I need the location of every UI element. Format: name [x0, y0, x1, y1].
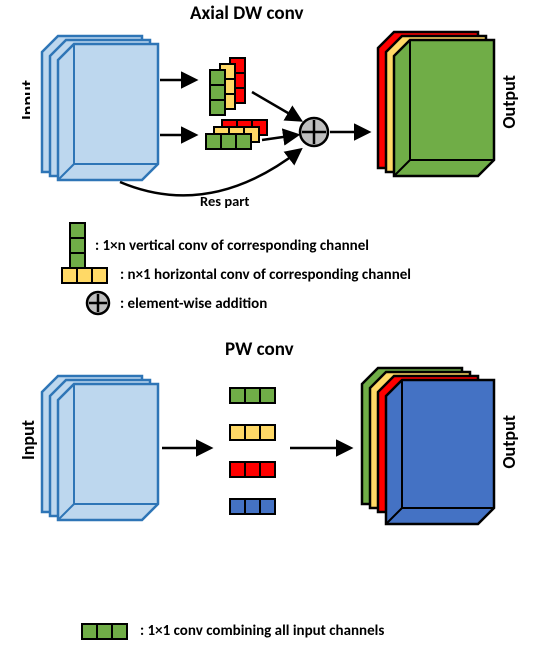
legend-add-icon [87, 292, 109, 314]
legend-vert-icon [70, 223, 85, 268]
horz-kernel-stack [206, 120, 267, 149]
elementwise-add-icon [300, 118, 328, 146]
pw-kernels [230, 388, 275, 514]
legend-horz-icon [62, 268, 107, 283]
vert-kernel-stack [210, 58, 245, 115]
arrow-vert-to-plus [252, 92, 300, 120]
axial-output [378, 32, 494, 176]
pw-output [362, 368, 494, 524]
diagram-canvas [0, 0, 542, 658]
axial-input-clean [42, 36, 158, 180]
legend-pw-icon [82, 624, 127, 639]
pw-input [42, 376, 158, 520]
